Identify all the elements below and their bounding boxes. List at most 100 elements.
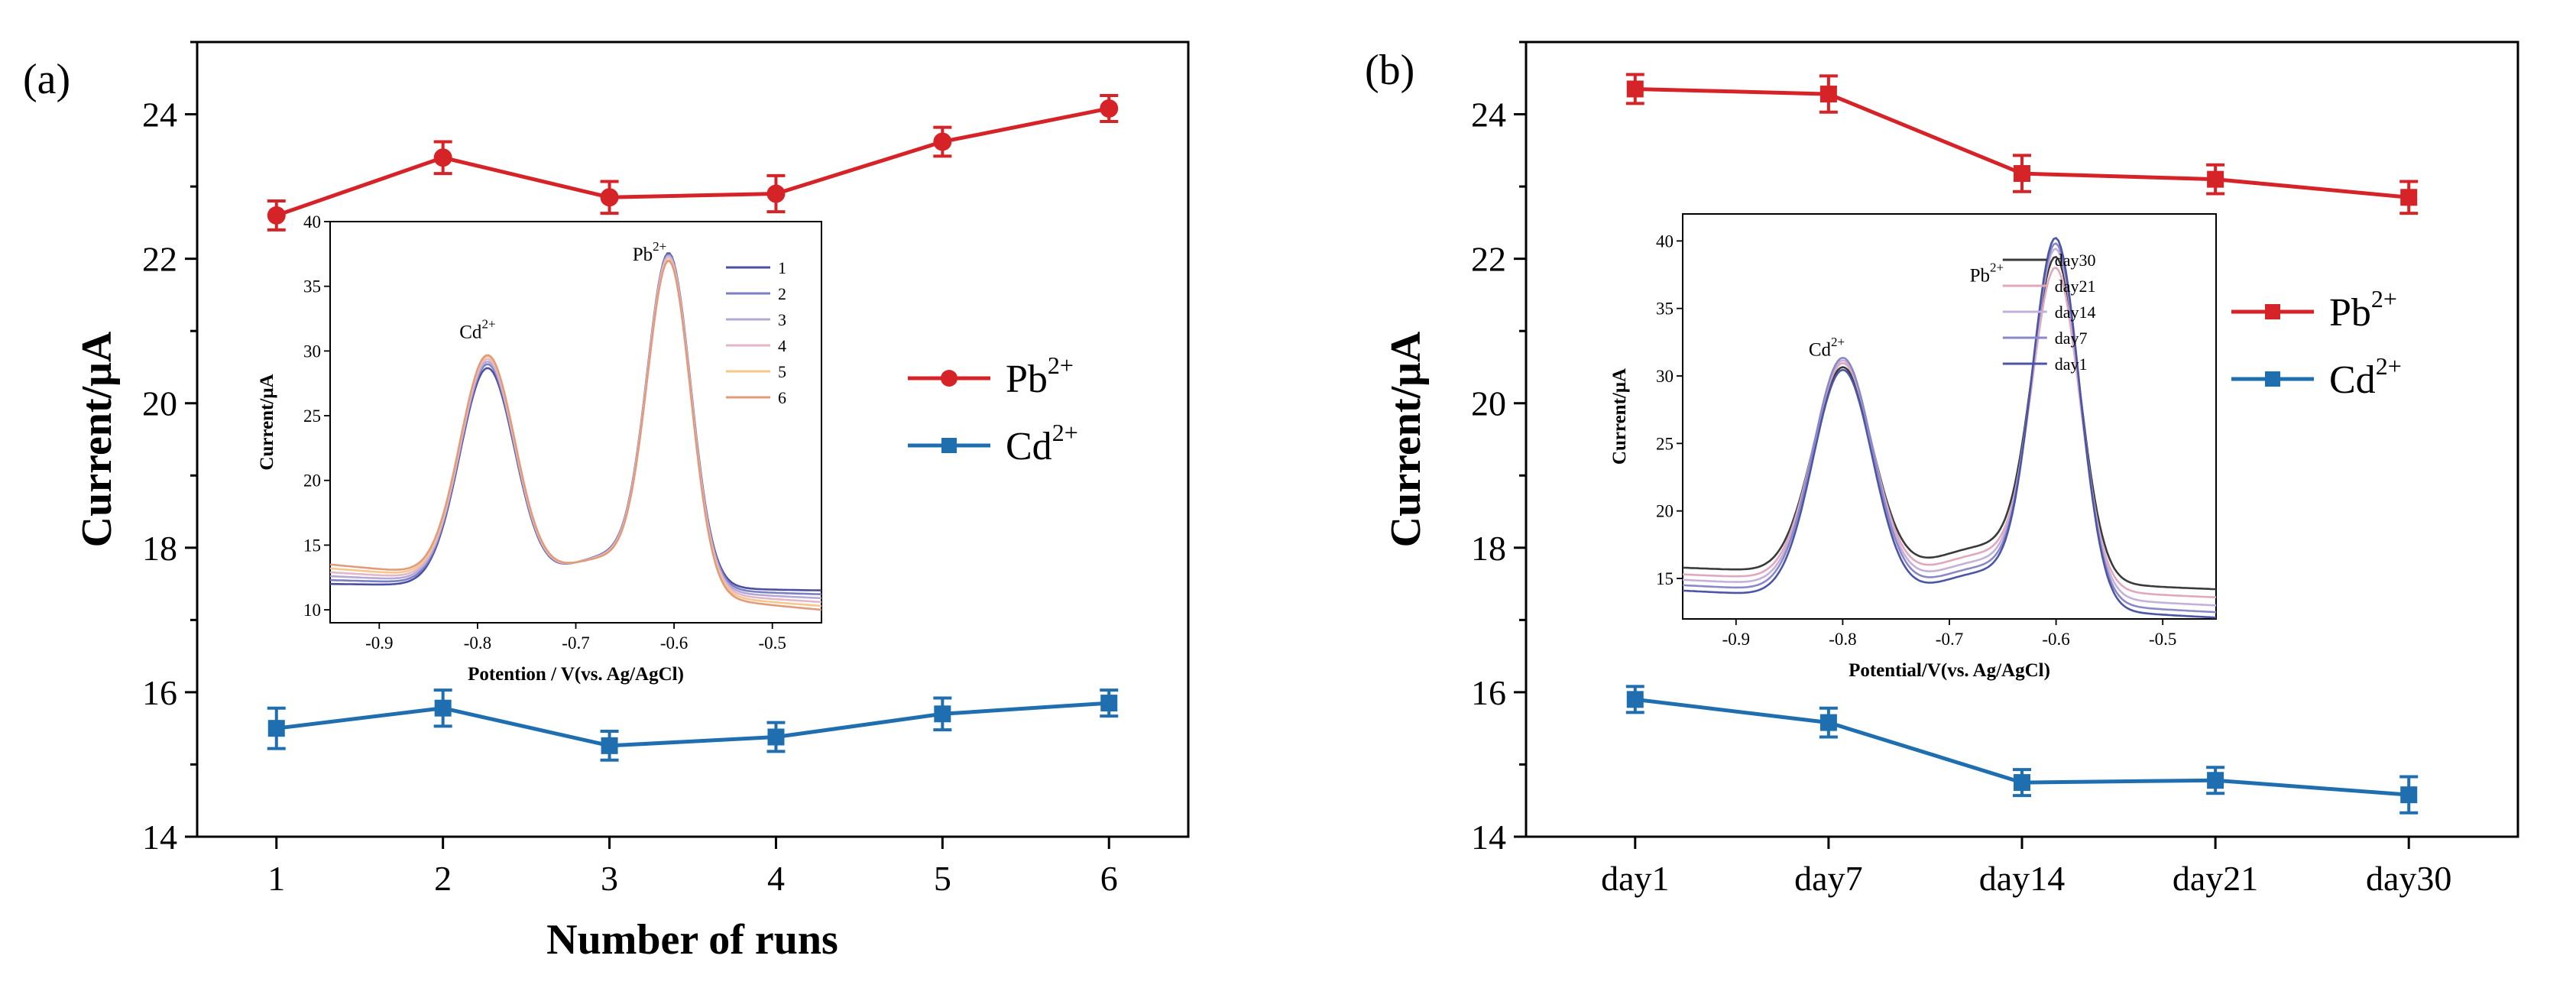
inset-x-tick-label: -0.8	[464, 633, 491, 653]
data-point	[1100, 99, 1119, 118]
inset-legend-label: 1	[778, 258, 786, 277]
inset-curve	[330, 260, 821, 611]
data-point	[2400, 189, 2418, 206]
inset-x-tick-label: -0.7	[1936, 630, 1963, 649]
inset-y-tick-label: 35	[303, 277, 321, 296]
y-tick-label: 20	[1471, 384, 1506, 423]
series-line	[275, 106, 1110, 218]
inset-y-tick-label: 40	[303, 212, 321, 232]
inset-x-tick-label: -0.6	[660, 633, 688, 653]
inset-x-tick-label: -0.9	[365, 633, 393, 653]
data-point	[267, 720, 285, 737]
inset-legend-label: day30	[2055, 251, 2096, 270]
x-tick-label: day21	[2173, 859, 2258, 898]
series-pb	[267, 93, 1119, 232]
inset-peak-label: Cd2+	[459, 317, 495, 343]
inset-legend-item: day1	[2002, 355, 2088, 374]
inset-x-axis-label: Potention / V(vs. Ag/AgCl)	[468, 664, 684, 685]
data-point	[1626, 691, 1644, 708]
legend-item-cd: Cd2+	[908, 419, 1078, 468]
inset-legend-label: day21	[2055, 277, 2096, 296]
y-tick-label: 24	[142, 96, 177, 134]
x-tick-label: 3	[601, 859, 618, 898]
inset-x-axis-label: Potential/V(vs. Ag/AgCl)	[1849, 660, 2050, 681]
legend-item-pb: Pb2+	[908, 351, 1074, 401]
data-point	[767, 728, 785, 746]
x-tick-label: day14	[1979, 859, 2065, 898]
inset-x-tick-label: -0.7	[562, 633, 589, 653]
x-tick-label: 2	[434, 859, 452, 898]
y-tick-label: 16	[142, 673, 177, 712]
series-line	[276, 701, 1110, 748]
inset-legend-label: 4	[778, 336, 786, 355]
inset-legend-label: day1	[2055, 355, 2088, 374]
inset-peak-label: Pb2+	[1970, 261, 2004, 287]
y-tick-label: 24	[1471, 96, 1506, 134]
data-point	[1819, 714, 1837, 731]
inset-y-tick-label: 10	[303, 601, 321, 620]
inset-y-tick-label: 20	[1656, 502, 1674, 521]
inset-x-tick-label: -0.9	[1722, 630, 1750, 649]
x-axis-label: Number of runs	[546, 916, 838, 964]
x-tick-label: 5	[934, 859, 951, 898]
inset-legend-item: 5	[726, 362, 786, 381]
inset-legend-item: 3	[726, 310, 786, 329]
legend-marker	[941, 370, 957, 387]
data-point	[1626, 80, 1644, 98]
inset-legend-item: day30	[2002, 251, 2096, 270]
inset-y-tick-label: 15	[1656, 569, 1674, 588]
legend-label: Pb2+	[2329, 285, 2397, 335]
inset-curves	[1683, 236, 2216, 619]
x-tick-label: day30	[2366, 859, 2451, 898]
series-pb	[1625, 73, 2419, 215]
legend-label: Cd2+	[2329, 352, 2402, 402]
inset-legend-label: 3	[778, 310, 786, 329]
legend-label: Pb2+	[1006, 351, 1074, 401]
inset-peak-label: Pb2+	[633, 239, 667, 265]
data-point	[433, 148, 452, 167]
data-point	[1819, 86, 1837, 103]
inset-y-tick-label: 40	[1656, 232, 1674, 251]
inset-y-axis-label: Current/μA	[257, 374, 277, 470]
data-point	[600, 188, 619, 207]
panel-label: (a)	[23, 56, 70, 103]
y-axis-label: Current/μA	[1382, 331, 1430, 547]
inset-curve	[1683, 255, 2216, 591]
inset-curve	[1683, 248, 2216, 607]
inset-y-tick-label: 25	[303, 407, 321, 426]
y-tick-label: 22	[1471, 240, 1506, 279]
data-point	[2014, 774, 2030, 792]
inset-legend-item: 4	[726, 336, 786, 355]
inset-y-tick-label: 25	[1656, 434, 1674, 453]
y-tick-label: 16	[1471, 673, 1506, 712]
inset-legend-item: 2	[726, 284, 786, 303]
x-tick-label: day7	[1794, 859, 1862, 898]
panel-b: (b) 14 16 18 20 22 24 day1 day7 day14 day21 day30 Cu…	[1365, 40, 2519, 898]
inset-y-tick-label: 30	[303, 342, 321, 361]
data-point	[434, 699, 452, 717]
inset-x-tick-label: -0.8	[1829, 630, 1856, 649]
inset-curves	[330, 252, 821, 611]
legend-item-cd: Cd2+	[2231, 352, 2402, 402]
series-cd	[267, 688, 1119, 762]
x-tick-label: 6	[1100, 859, 1118, 898]
inset-legend-label: 2	[778, 284, 786, 303]
data-point	[2207, 170, 2224, 188]
plot-frame	[196, 40, 1190, 838]
data-point	[601, 737, 618, 754]
inset-y-tick-label: 35	[1656, 300, 1674, 319]
inset-y-tick-label: 15	[303, 536, 321, 555]
inset-legend-item: day21	[2002, 277, 2096, 296]
panel-label: (b)	[1365, 47, 1414, 94]
inset-y-axis-label: Current/μA	[1609, 368, 1630, 465]
data-point	[933, 132, 952, 151]
inset-legend-label: 6	[778, 388, 786, 407]
data-point	[766, 184, 786, 203]
inset-x-tick-label: -0.5	[2149, 630, 2176, 649]
series-cd	[1625, 685, 2419, 815]
y-tick-label: 20	[142, 384, 177, 423]
inset-peak-label: Cd2+	[1809, 335, 1845, 361]
